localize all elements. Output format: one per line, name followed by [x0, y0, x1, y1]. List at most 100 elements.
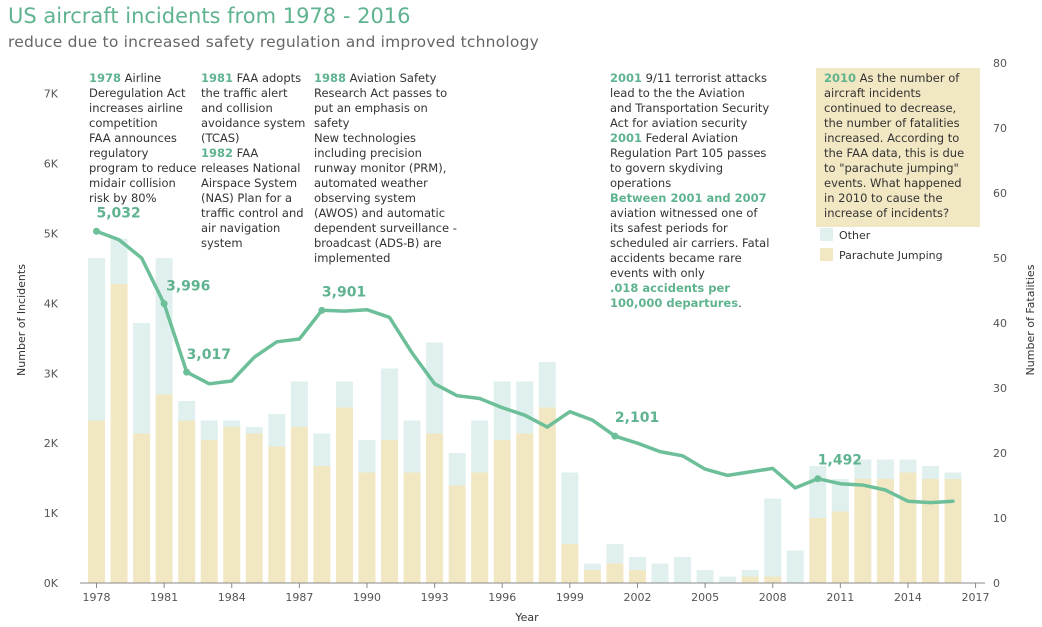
data-point-marker: [318, 306, 326, 314]
data-point-marker: [160, 300, 168, 308]
annotation-1988: 1988 Aviation Safety Research Act passes…: [314, 71, 462, 266]
y2-tick-label: 10: [993, 512, 1007, 525]
bar-other: [426, 342, 444, 434]
bar-parachute: [426, 433, 444, 583]
bar-parachute: [268, 446, 286, 583]
bar-other: [628, 557, 646, 570]
bar-other: [809, 466, 827, 518]
y-tick-label: 3K: [44, 367, 59, 380]
y2-tick-label: 20: [993, 447, 1007, 460]
y2-tick-label: 30: [993, 382, 1007, 395]
bar-other: [290, 381, 308, 427]
bar-parachute: [764, 576, 782, 583]
annotation-1978-text2: FAA announces regulatory program to redu…: [89, 131, 197, 205]
data-label: 3,901: [322, 284, 366, 300]
bar-other: [606, 544, 624, 564]
annotation-1982-year: 1982: [201, 146, 234, 160]
bar-other: [831, 479, 849, 512]
bar-other: [674, 557, 692, 583]
annotation-2010-text: As the number of aircraft incidents cont…: [824, 71, 965, 220]
bar-other: [88, 258, 105, 421]
annotation-1981-text: FAA adopts the traffic alert and collisi…: [201, 71, 306, 145]
bar-other: [696, 570, 714, 583]
annotation-1978: 1978 Airline Deregulation Act increases …: [89, 71, 197, 206]
bar-parachute: [403, 472, 421, 583]
bar-other: [741, 570, 759, 577]
annotation-1982-text: FAA releases National Airspace System (N…: [201, 146, 304, 250]
x-tick-label: 1996: [488, 591, 516, 604]
chart-title: US aircraft incidents from 1978 - 2016: [8, 4, 411, 28]
bar-parachute: [606, 563, 624, 583]
bar-parachute: [178, 420, 196, 583]
annotation-2001-text4: .: [738, 296, 742, 310]
annotation-2010-year: 2010: [824, 71, 857, 85]
data-label: 1,492: [818, 453, 862, 469]
bar-other: [561, 472, 579, 544]
data-label: 3,017: [187, 347, 231, 363]
bar-other: [471, 420, 489, 473]
bar-other: [403, 420, 421, 473]
x-tick-label: 2017: [962, 591, 990, 604]
bar-parachute: [290, 427, 308, 583]
annotation-1978-year: 1978: [89, 71, 122, 85]
x-tick-label: 1999: [556, 591, 584, 604]
bar-parachute: [155, 394, 173, 583]
bar-parachute: [561, 544, 579, 583]
bar-other: [583, 563, 601, 570]
y-tick-label: 6K: [44, 158, 59, 171]
chart-subtitle: reduce due to increased safety regulatio…: [8, 33, 539, 51]
bar-other: [854, 459, 872, 479]
bar-other: [493, 381, 511, 440]
y-tick-label: 2K: [44, 437, 59, 450]
y-axis-title: Number of Incidents: [15, 264, 28, 376]
bar-parachute: [133, 433, 151, 583]
bar-other: [448, 453, 466, 486]
data-label: 5,032: [97, 205, 141, 221]
bar-parachute: [471, 472, 489, 583]
bar-other: [921, 466, 939, 479]
y2-tick-label: 70: [993, 122, 1007, 135]
bar-parachute: [899, 472, 917, 583]
y-tick-label: 1K: [44, 507, 59, 520]
bar-other: [944, 472, 962, 479]
bar-parachute: [538, 407, 556, 583]
bar-parachute: [854, 479, 872, 583]
annotation-2001-year2: 2001: [610, 131, 643, 145]
bar-other: [719, 576, 737, 583]
x-tick-label: 1978: [83, 591, 111, 604]
bar-parachute: [493, 440, 511, 583]
annotation-1981-year: 1981: [201, 71, 234, 85]
bar-other: [200, 420, 218, 440]
y2-tick-label: 80: [993, 57, 1007, 70]
bar-other: [133, 323, 151, 434]
x-tick-label: 1990: [353, 591, 381, 604]
annotation-1981: 1981 FAA adopts the traffic alert and co…: [201, 71, 307, 251]
y-tick-label: 5K: [44, 228, 59, 241]
bar-parachute: [200, 440, 218, 583]
bar-parachute: [516, 433, 534, 583]
bar-parachute: [876, 479, 894, 583]
bar-other: [245, 427, 263, 434]
bar-other: [358, 440, 376, 473]
y2-tick-label: 0: [993, 577, 1000, 590]
annotation-2001-text2: Federal Aviation Regulation Part 105 pas…: [610, 131, 767, 190]
bar-other: [313, 433, 331, 466]
data-label: 3,996: [166, 279, 210, 295]
annotation-2001-year: 2001: [610, 71, 643, 85]
bar-parachute: [809, 518, 827, 583]
data-point-marker: [611, 432, 619, 440]
annotation-2001-highlight2: .018 accidents per 100,000 departures: [610, 281, 739, 310]
annotation-2010: 2010 As the number of aircraft incidents…: [816, 68, 980, 227]
bar-parachute: [448, 485, 466, 583]
data-point-marker: [93, 227, 100, 235]
bar-parachute: [223, 427, 241, 583]
bar-other: [516, 381, 534, 434]
bar-parachute: [358, 472, 376, 583]
bar-other: [223, 420, 241, 427]
legend-label: Parachute Jumping: [839, 249, 943, 262]
legend-label: Other: [839, 229, 871, 242]
bar-parachute: [944, 479, 962, 583]
annotation-1988-year: 1988: [314, 71, 347, 85]
bar-parachute: [313, 466, 331, 583]
